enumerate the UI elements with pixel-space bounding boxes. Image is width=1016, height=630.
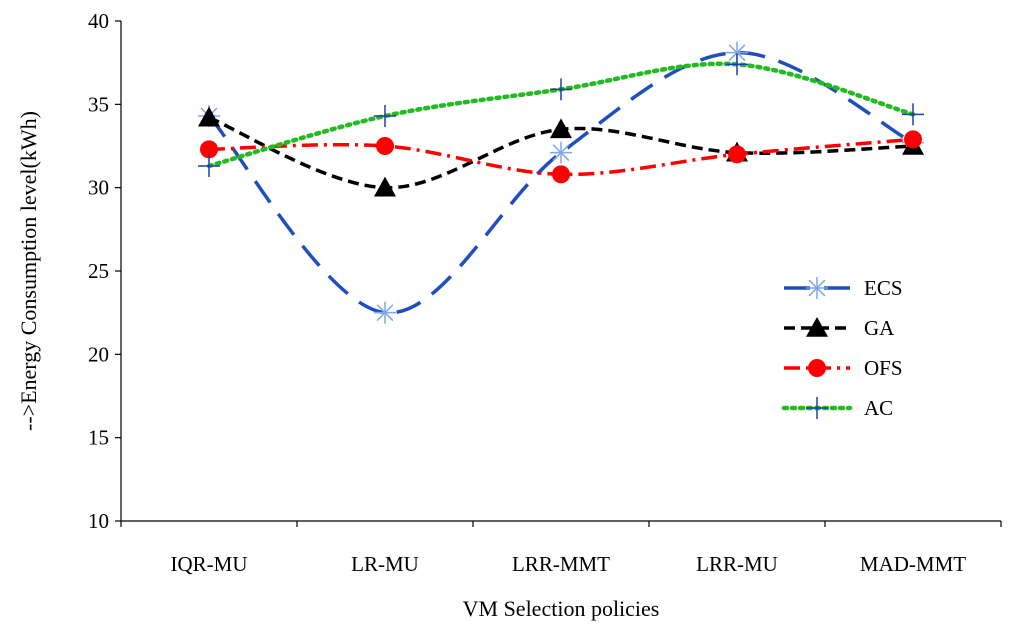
data-point-ecs <box>550 141 572 164</box>
x-axis-title: VM Selection policies <box>463 596 660 621</box>
data-point-ofs <box>200 140 218 159</box>
data-point-ac <box>374 105 396 127</box>
x-tick-label: LRR-MMT <box>512 552 610 576</box>
series-layer <box>198 41 924 324</box>
plot-area: 10 15 20 25 30 35 40 IQR-MU LR-MU LRR-MMT LRR-MU M… <box>88 9 1002 576</box>
data-point-ga <box>374 176 396 197</box>
legend-marker <box>806 317 828 337</box>
legend: ECS GA OFS AC <box>781 276 903 420</box>
y-tick-label: 35 <box>88 92 109 116</box>
y-tick-label: 15 <box>88 426 109 450</box>
x-tick-label: IQR-MU <box>171 552 248 576</box>
x-ticks: IQR-MU LR-MU LRR-MMT LRR-MU MAD-MMT <box>120 521 1002 576</box>
data-point-ac <box>198 155 220 177</box>
data-point-ac <box>902 103 924 126</box>
series-ac <box>198 53 924 177</box>
legend-marker <box>806 277 828 299</box>
legend-label: AC <box>864 396 893 420</box>
legend-label: OFS <box>864 356 903 380</box>
data-point-ofs <box>728 145 746 164</box>
series-ofs <box>200 130 922 184</box>
y-tick-label: 30 <box>88 176 109 200</box>
x-tick-label: LR-MU <box>351 552 419 576</box>
legend-label: ECS <box>864 276 903 300</box>
legend-marker <box>806 397 828 419</box>
legend-item-ecs: ECS <box>784 276 903 300</box>
data-point-ac <box>550 78 572 101</box>
data-point-ga <box>198 106 220 127</box>
y-ticks: 10 15 20 25 30 35 40 <box>88 9 121 533</box>
data-point-ofs <box>552 165 570 184</box>
data-point-ecs <box>374 301 396 324</box>
data-point-ac <box>726 53 748 76</box>
y-tick-label: 40 <box>88 9 109 33</box>
legend-item-ofs: OFS <box>784 356 903 380</box>
series-line-ecs <box>207 50 914 315</box>
y-axis-title: -->Energy Consumption level(kWh) <box>16 111 41 431</box>
legend-item-ga: GA <box>784 316 895 340</box>
x-tick-label: LRR-MU <box>696 552 778 576</box>
legend-item-ac: AC <box>781 396 893 420</box>
legend-marker <box>808 359 826 377</box>
legend-label: GA <box>864 316 895 340</box>
y-tick-label: 10 <box>88 509 109 533</box>
data-point-ofs <box>904 130 922 149</box>
data-point-ofs <box>376 137 394 155</box>
data-point-ga <box>550 118 572 139</box>
y-tick-label: 25 <box>88 259 109 283</box>
x-tick-label: MAD-MMT <box>860 552 966 576</box>
y-tick-label: 20 <box>88 342 109 366</box>
